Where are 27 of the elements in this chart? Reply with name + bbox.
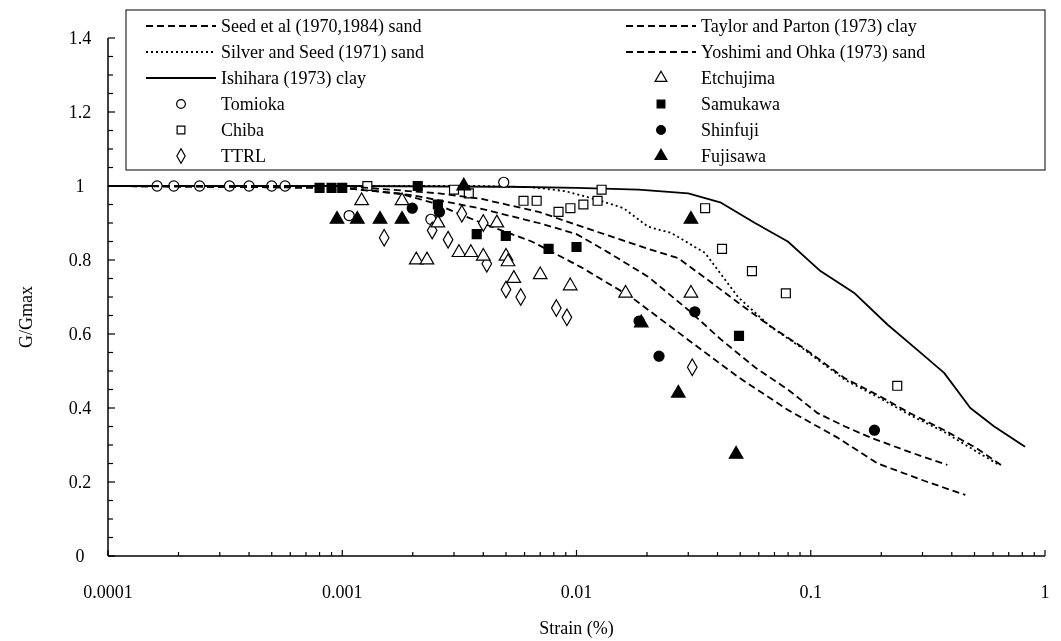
- legend-label: Chiba: [221, 120, 265, 140]
- x-tick-label: 0.001: [322, 582, 363, 602]
- x-tick-label: 0.1: [799, 582, 822, 602]
- y-tick-label: 0.6: [68, 324, 92, 344]
- legend-label: Yoshimi and Ohka (1973) sand: [701, 42, 926, 63]
- legend-label: Seed et al (1970,1984) sand: [221, 16, 422, 37]
- legend-label: Samukawa: [701, 94, 780, 114]
- y-tick-label: 0.8: [68, 250, 92, 270]
- legend-label: Etchujima: [701, 68, 775, 88]
- legend-label: Tomioka: [221, 94, 285, 114]
- legend-label: Ishihara (1973) clay: [221, 68, 366, 89]
- x-axis-title: Strain (%): [539, 618, 614, 639]
- y-tick-label: 1.2: [68, 102, 92, 122]
- y-axis-title: G/Gmax: [16, 286, 36, 348]
- x-tick-label: 1: [1040, 582, 1050, 602]
- y-tick-label: 1.4: [68, 28, 92, 48]
- y-tick-label: 0.2: [68, 472, 92, 492]
- legend-label: Shinfuji: [701, 120, 760, 140]
- x-tick-label: 0.0001: [83, 582, 133, 602]
- legend-label: Silver and Seed (1971) sand: [221, 42, 424, 63]
- y-tick-label: 0.4: [68, 398, 92, 418]
- y-tick-label: 0: [75, 546, 85, 566]
- legend-label: TTRL: [221, 146, 266, 166]
- y-tick-label: 1: [75, 176, 85, 196]
- x-tick-label: 0.01: [560, 582, 593, 602]
- legend-label: Taylor and Parton (1973) clay: [701, 16, 917, 37]
- legend-label: Fujisawa: [701, 146, 767, 166]
